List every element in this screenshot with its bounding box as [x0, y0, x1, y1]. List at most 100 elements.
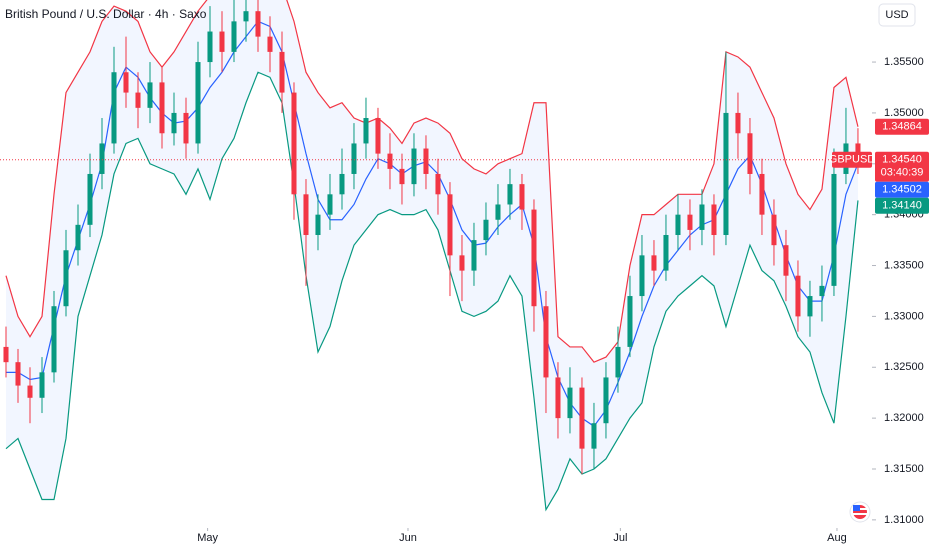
candle-body	[183, 112, 189, 144]
candle-body	[111, 72, 117, 144]
candle-body	[399, 168, 405, 185]
candle-body	[483, 219, 489, 241]
price-tag-label: 1.34864	[882, 121, 922, 133]
candle-body	[99, 143, 105, 174]
candle-body	[243, 11, 249, 22]
candle-body	[567, 387, 573, 419]
candle-body	[855, 143, 861, 160]
candle-body	[579, 387, 585, 449]
chart-title: British Pound / U.S. Dollar · 4h · Saxo	[5, 7, 207, 21]
candle-body	[375, 118, 381, 154]
y-tick-label: 1.32000	[884, 412, 924, 424]
x-tick-label: May	[197, 532, 218, 544]
candle-body	[195, 62, 201, 144]
candle-body	[831, 173, 837, 286]
candle-body	[615, 346, 621, 378]
candle-body	[447, 194, 453, 256]
y-tick-label: 1.33500	[884, 259, 924, 271]
candle-body	[771, 214, 777, 246]
y-tick-label: 1.33000	[884, 310, 924, 322]
price-tag-label: 1.34140	[882, 200, 922, 212]
candle-body	[627, 296, 633, 347]
y-tick-label: 1.31500	[884, 463, 924, 475]
candle-body	[807, 296, 813, 317]
band-fill	[5, 0, 858, 510]
candle-body	[339, 173, 345, 195]
currency-box[interactable]	[878, 3, 916, 27]
candle-body	[363, 118, 369, 144]
candle-body	[495, 204, 501, 220]
price-tag-label: 1.34502	[882, 184, 922, 196]
candle-body	[219, 31, 225, 52]
countdown-label: 03:40:39	[881, 167, 924, 179]
candle-body	[687, 214, 693, 230]
candle-body	[39, 372, 45, 398]
flag-icon[interactable]	[849, 501, 871, 523]
band-upper	[5, 0, 859, 363]
y-tick-label: 1.35500	[884, 56, 924, 68]
candle-body	[471, 240, 477, 271]
symbol-tag[interactable]	[832, 151, 872, 168]
last-price-tag	[875, 151, 929, 182]
candle-body	[591, 423, 597, 449]
y-tick-label: 1.35000	[884, 107, 924, 119]
candle-body	[315, 214, 321, 236]
candle-body	[207, 31, 213, 63]
candle-body	[519, 184, 525, 210]
candle-body	[543, 306, 549, 378]
price-tag	[875, 118, 929, 135]
x-tick-label: Jun	[399, 532, 417, 544]
candle-body	[723, 112, 729, 236]
candle-body	[819, 285, 825, 297]
candle-body	[387, 153, 393, 169]
candle-body	[747, 133, 753, 174]
candle-body	[231, 21, 237, 52]
candle-body	[171, 112, 177, 134]
candle-body	[87, 173, 93, 225]
currency-label[interactable]: USD	[885, 9, 908, 21]
candle-body	[3, 346, 9, 363]
candle-body	[267, 36, 273, 52]
candle-body	[135, 92, 141, 108]
price-axis	[872, 0, 932, 550]
candle-body	[303, 194, 309, 236]
candle-body	[651, 255, 657, 271]
candle-body	[327, 194, 333, 215]
candle-body	[555, 377, 561, 419]
candle-body	[759, 173, 765, 215]
candle-body	[51, 306, 57, 373]
x-tick-label: Jul	[613, 532, 627, 544]
candle-body	[795, 275, 801, 317]
candle-body	[15, 362, 21, 386]
candle-body	[63, 250, 69, 307]
candle-body	[411, 148, 417, 185]
candle-body	[459, 255, 465, 271]
candle-body	[279, 51, 285, 93]
candle-body	[159, 82, 165, 134]
price-tag	[875, 181, 929, 198]
candle-body	[663, 235, 669, 271]
candle-body	[123, 72, 129, 93]
candle-body	[711, 204, 717, 236]
time-axis	[0, 528, 872, 550]
candle-body	[435, 173, 441, 195]
candle-body	[603, 377, 609, 424]
last-price-label: 1.34540	[882, 154, 922, 166]
candle-body	[531, 209, 537, 307]
symbol-tag-text[interactable]: GBPUSD	[829, 154, 876, 166]
candle-body	[423, 148, 429, 174]
candle-body	[147, 82, 153, 108]
y-tick-label: 1.31000	[884, 514, 924, 526]
plot-area	[0, 0, 872, 512]
candle-body	[699, 204, 705, 230]
candle-body	[735, 112, 741, 134]
candle-body	[639, 255, 645, 297]
candle-body	[507, 184, 513, 205]
candle-body	[75, 224, 81, 251]
candle-body	[27, 385, 33, 398]
candle-body	[255, 11, 261, 37]
x-tick-label: Aug	[827, 532, 847, 544]
candle-body	[291, 92, 297, 195]
